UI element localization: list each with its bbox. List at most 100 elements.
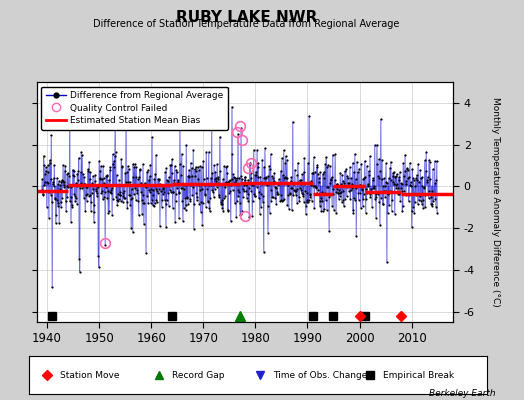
Point — [213, 161, 222, 167]
Point — [425, 188, 433, 194]
Point — [145, 187, 153, 193]
Point — [198, 164, 206, 170]
Point — [385, 190, 394, 196]
Point — [294, 194, 303, 200]
Point — [382, 160, 390, 167]
Point — [377, 176, 386, 182]
Point — [173, 177, 182, 183]
Point — [82, 192, 90, 198]
Point — [336, 190, 344, 196]
Point — [385, 175, 393, 181]
Point — [406, 160, 414, 166]
Point — [73, 201, 81, 208]
Point — [360, 175, 368, 182]
Point — [386, 188, 395, 194]
Point — [58, 195, 67, 201]
Point — [58, 177, 66, 184]
Point — [104, 176, 113, 183]
Point — [372, 191, 380, 198]
Point — [234, 192, 243, 199]
Point — [333, 186, 341, 192]
Point — [276, 198, 285, 204]
Point — [296, 185, 304, 192]
Point — [422, 149, 431, 155]
Point — [206, 174, 215, 181]
Point — [301, 211, 310, 218]
Point — [414, 179, 423, 185]
Point — [279, 197, 287, 204]
Point — [185, 196, 194, 202]
Point — [186, 197, 194, 204]
Point — [344, 175, 352, 182]
Point — [194, 176, 202, 182]
Point — [199, 158, 208, 164]
Point — [362, 196, 370, 202]
Point — [219, 176, 227, 182]
Point — [47, 176, 55, 182]
Point — [64, 183, 72, 190]
Point — [146, 161, 155, 168]
Point — [341, 168, 349, 175]
Point — [332, 210, 340, 216]
Point — [39, 152, 48, 159]
Point — [64, 170, 72, 176]
Point — [363, 163, 371, 170]
Point — [299, 192, 307, 199]
Point — [209, 189, 217, 195]
Point — [303, 199, 311, 206]
Point — [316, 194, 325, 201]
Point — [155, 177, 163, 183]
Point — [279, 172, 287, 178]
Point — [208, 187, 216, 194]
Point — [242, 182, 250, 188]
Point — [425, 157, 433, 163]
Point — [390, 211, 399, 217]
Point — [92, 188, 100, 194]
Point — [81, 181, 89, 187]
Point — [355, 166, 363, 172]
Point — [351, 151, 359, 157]
Point — [296, 177, 304, 183]
Point — [350, 169, 358, 175]
Point — [124, 179, 133, 186]
Point — [78, 152, 86, 158]
Point — [272, 201, 280, 208]
Point — [61, 168, 69, 174]
Point — [294, 179, 302, 185]
Point — [233, 186, 242, 193]
Point — [127, 196, 135, 202]
Point — [145, 173, 154, 180]
Point — [326, 163, 334, 170]
Point — [253, 147, 261, 154]
Point — [38, 186, 46, 193]
Point — [370, 142, 379, 149]
Point — [39, 192, 47, 198]
Point — [74, 154, 83, 161]
Point — [139, 192, 148, 198]
Point — [383, 259, 391, 265]
Point — [228, 187, 237, 193]
Point — [51, 196, 60, 202]
Point — [88, 180, 96, 186]
Point — [233, 175, 241, 182]
Point — [211, 186, 219, 192]
Point — [337, 181, 345, 187]
Point — [395, 190, 403, 197]
Point — [423, 174, 432, 180]
Point — [428, 201, 436, 208]
Point — [389, 170, 397, 176]
Point — [203, 186, 211, 192]
Text: Station Move: Station Move — [60, 370, 119, 380]
Point — [410, 210, 418, 216]
Point — [259, 193, 267, 199]
Point — [260, 164, 268, 170]
Point — [89, 209, 97, 215]
Point — [339, 197, 347, 204]
Point — [115, 176, 123, 183]
Point — [126, 192, 134, 198]
Point — [192, 168, 200, 174]
Point — [211, 176, 219, 183]
Point — [370, 183, 378, 189]
Point — [98, 175, 106, 182]
Point — [79, 171, 88, 177]
